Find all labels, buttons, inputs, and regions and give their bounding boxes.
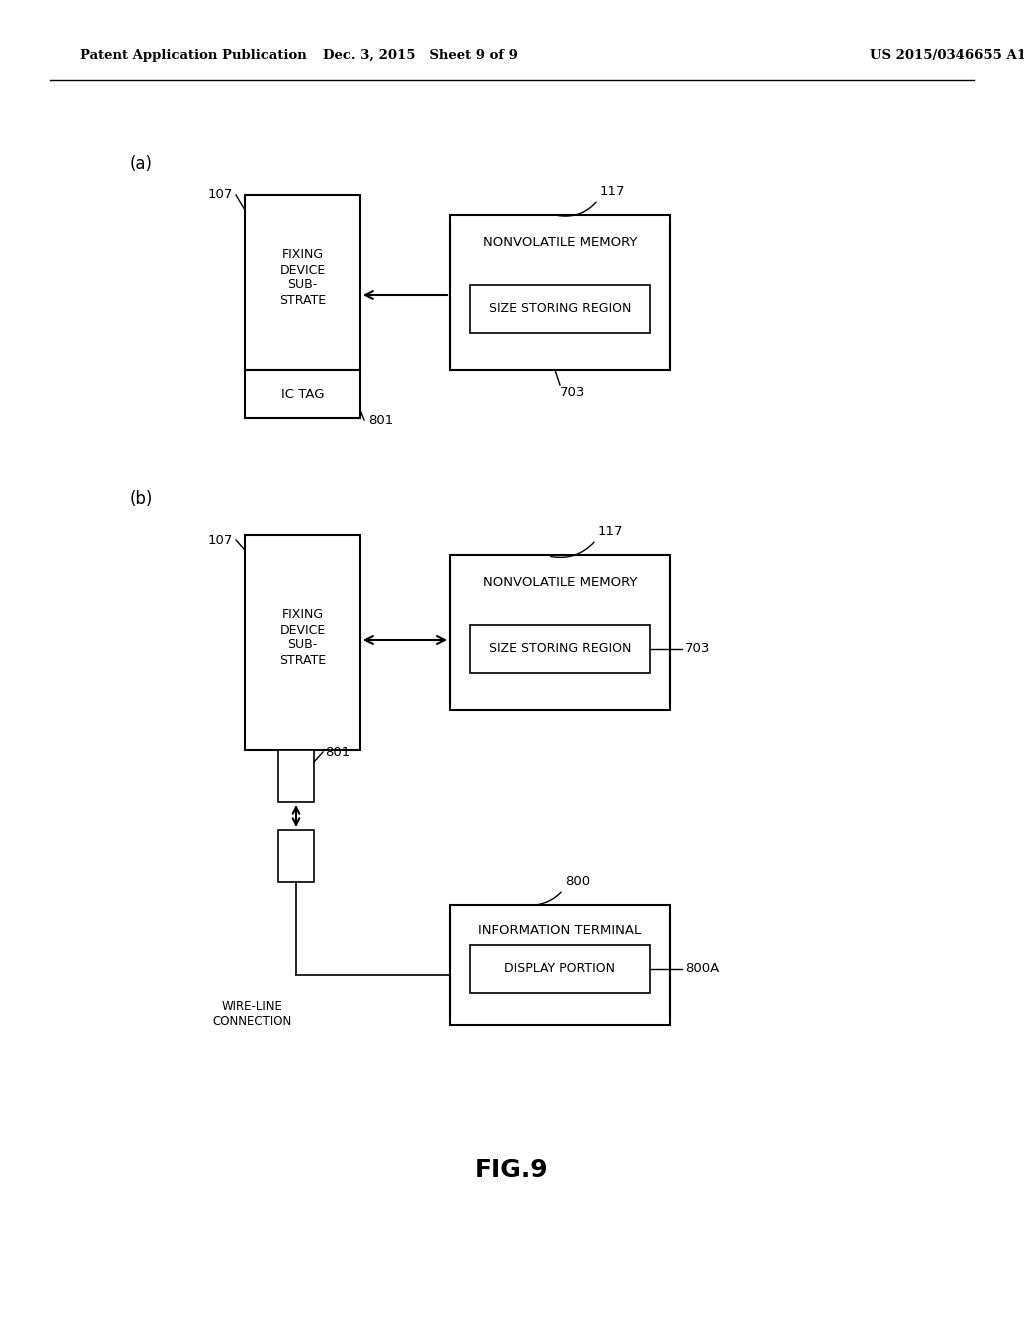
Text: (a): (a) — [130, 154, 153, 173]
Text: (b): (b) — [130, 490, 154, 508]
Bar — [278, 830, 314, 882]
Bar — [470, 945, 650, 993]
Bar — [450, 215, 670, 370]
Text: INFORMATION TERMINAL: INFORMATION TERMINAL — [478, 924, 642, 937]
Text: 800A: 800A — [685, 962, 719, 975]
Bar — [245, 535, 360, 750]
Text: SIZE STORING REGION: SIZE STORING REGION — [488, 302, 631, 315]
Text: SIZE STORING REGION: SIZE STORING REGION — [488, 643, 631, 656]
Text: NONVOLATILE MEMORY: NONVOLATILE MEMORY — [482, 577, 637, 590]
Bar — [278, 750, 314, 803]
Text: NONVOLATILE MEMORY: NONVOLATILE MEMORY — [482, 236, 637, 249]
Text: WIRE-LINE
CONNECTION: WIRE-LINE CONNECTION — [212, 1001, 292, 1028]
Text: 107: 107 — [208, 533, 233, 546]
Text: 107: 107 — [208, 189, 233, 202]
Text: FIXING
DEVICE
SUB-
STRATE: FIXING DEVICE SUB- STRATE — [279, 609, 326, 667]
Text: 801: 801 — [325, 746, 350, 759]
Text: 800: 800 — [565, 875, 590, 888]
Bar — [450, 906, 670, 1026]
Text: 117: 117 — [598, 525, 624, 539]
Bar — [450, 554, 670, 710]
Text: Patent Application Publication: Patent Application Publication — [80, 49, 307, 62]
Bar — [470, 285, 650, 333]
Text: 117: 117 — [600, 185, 626, 198]
Text: US 2015/0346655 A1: US 2015/0346655 A1 — [870, 49, 1024, 62]
Bar — [245, 370, 360, 418]
Text: 801: 801 — [368, 413, 393, 426]
Bar — [245, 195, 360, 370]
Text: IC TAG: IC TAG — [281, 388, 325, 400]
Text: 703: 703 — [560, 385, 586, 399]
Text: FIXING
DEVICE
SUB-
STRATE: FIXING DEVICE SUB- STRATE — [279, 248, 326, 306]
Text: Dec. 3, 2015   Sheet 9 of 9: Dec. 3, 2015 Sheet 9 of 9 — [323, 49, 517, 62]
Bar — [470, 624, 650, 673]
Text: 703: 703 — [685, 643, 711, 656]
Text: FIG.9: FIG.9 — [475, 1158, 549, 1181]
Text: DISPLAY PORTION: DISPLAY PORTION — [505, 962, 615, 975]
